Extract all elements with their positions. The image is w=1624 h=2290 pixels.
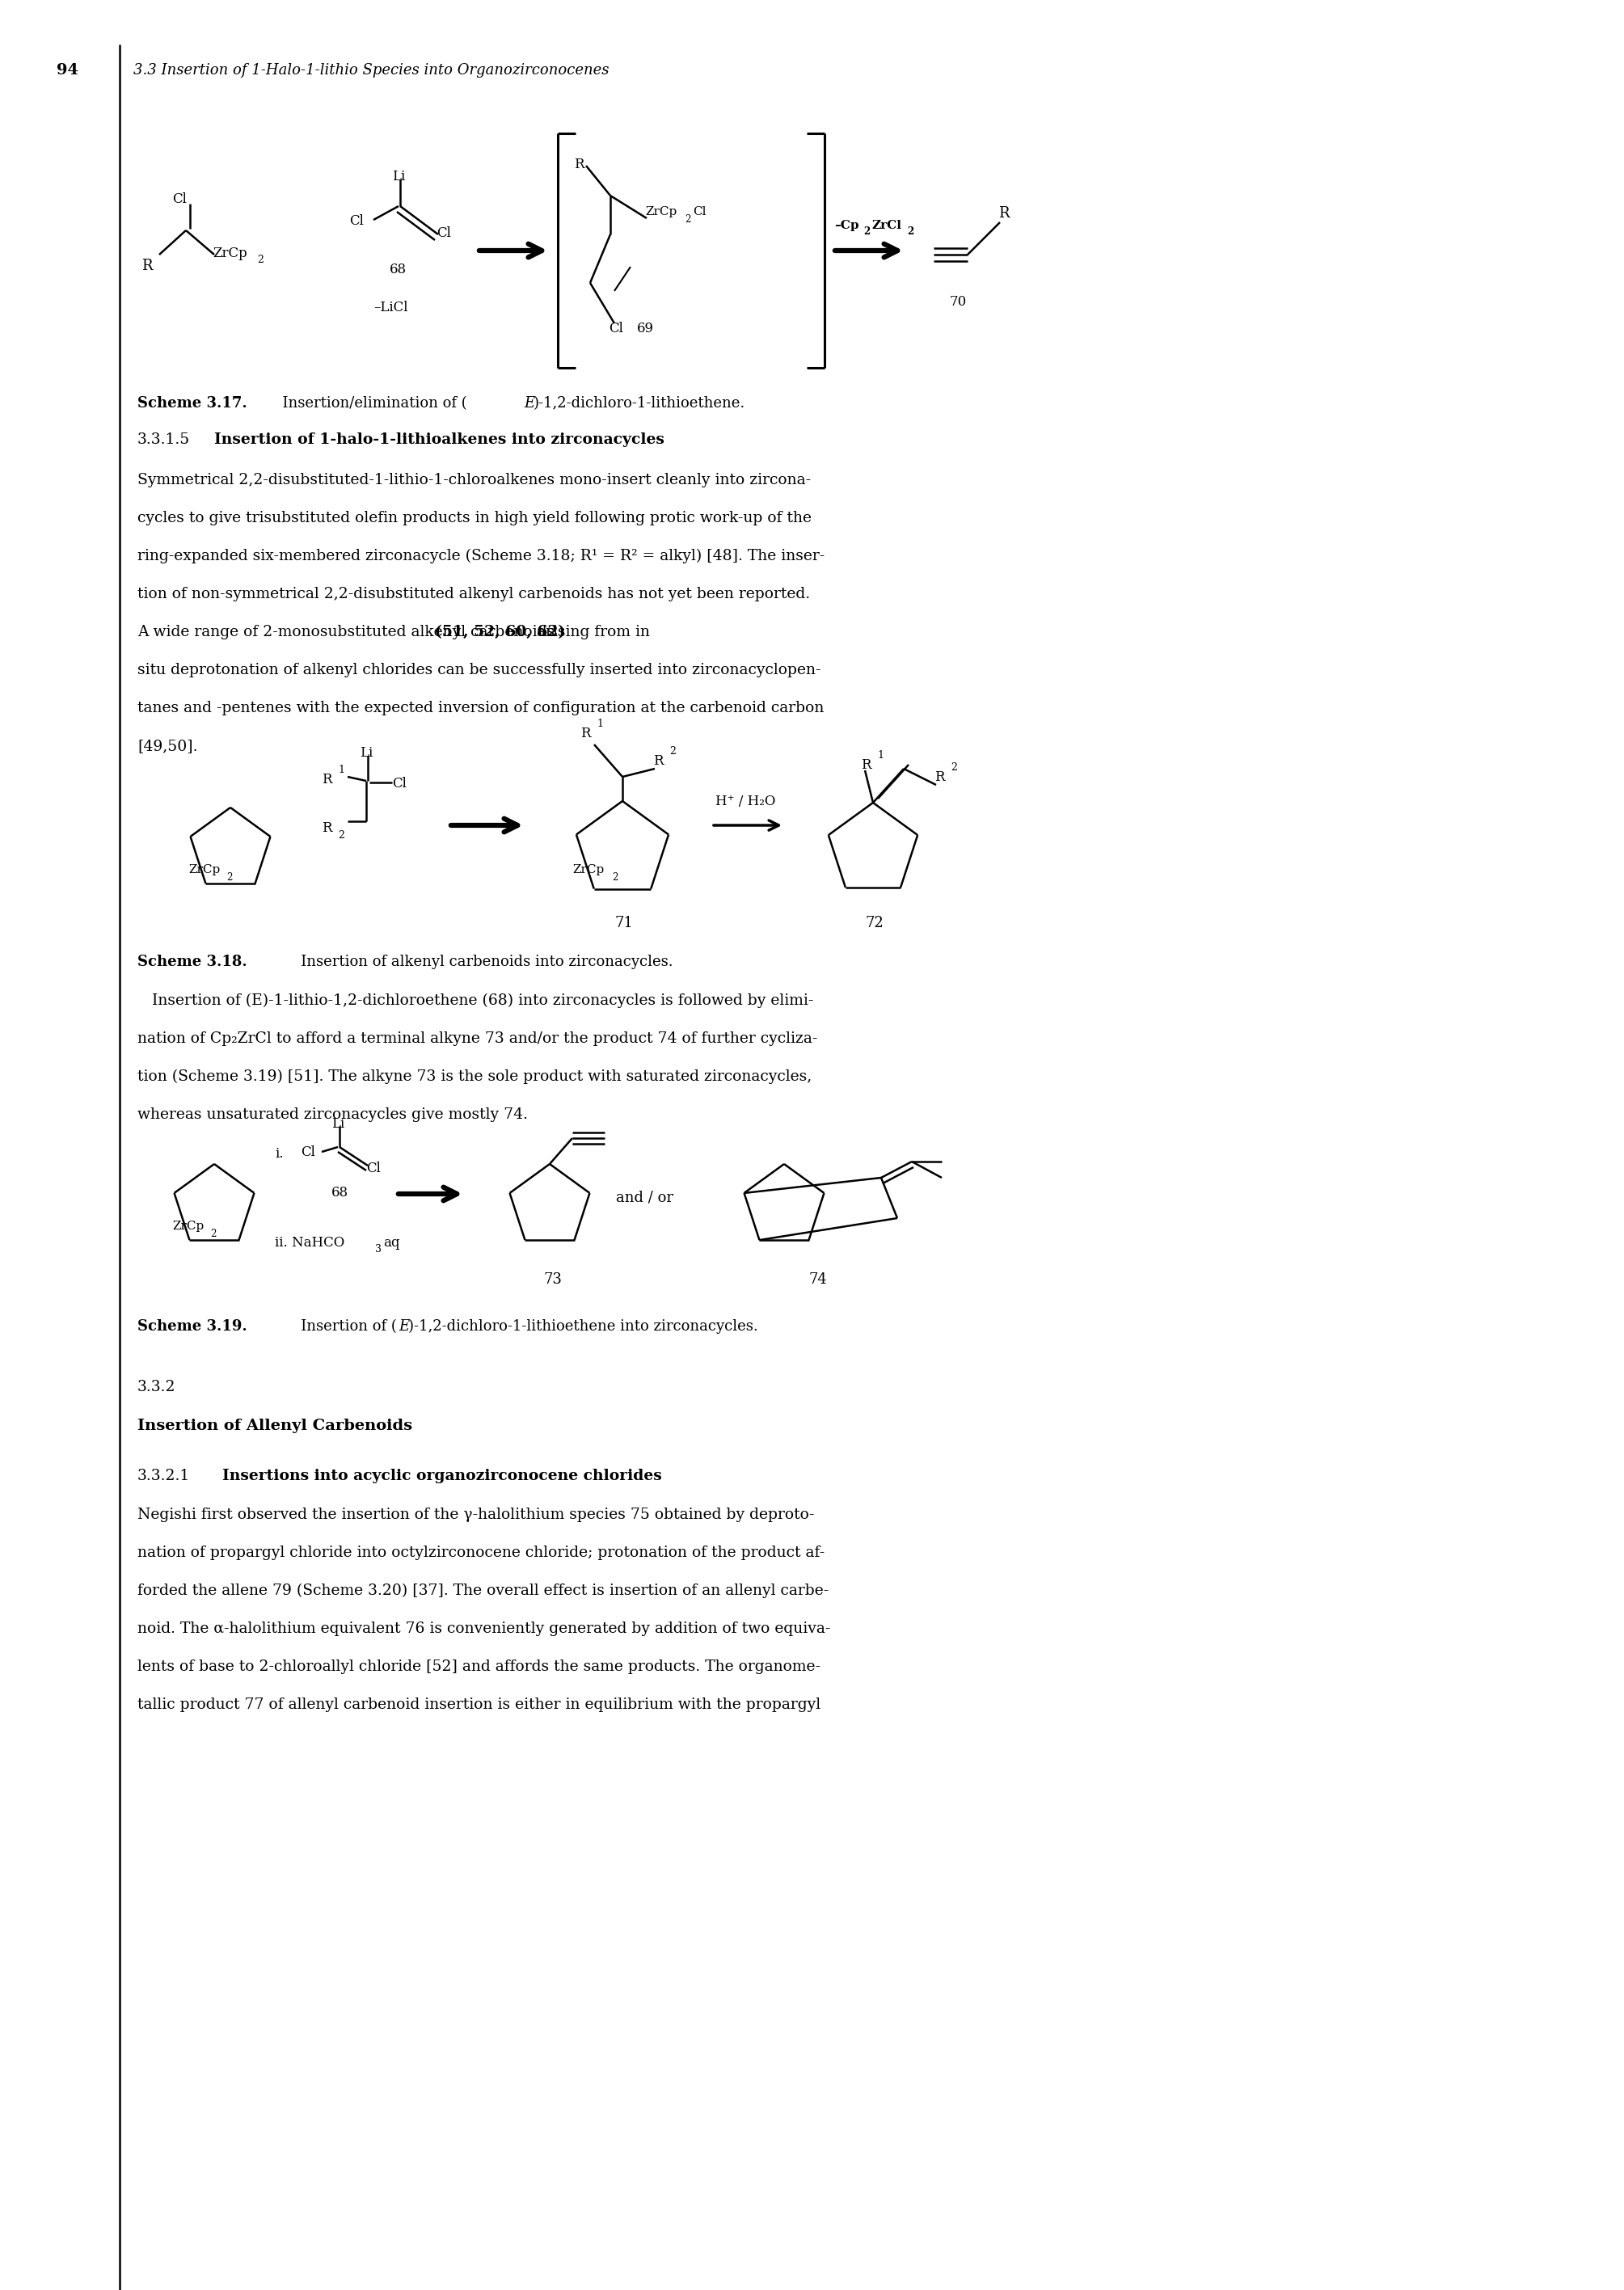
Text: Insertion of (E)-1-lithio-1,2-dichloroethene (68) into zirconacycles is followed: Insertion of (E)-1-lithio-1,2-dichloroet… bbox=[138, 994, 814, 1008]
Text: ring-expanded six-membered zirconacycle (Scheme 3.18; R¹ = R² = alkyl) [48]. The: ring-expanded six-membered zirconacycle … bbox=[138, 550, 825, 563]
Text: R: R bbox=[322, 822, 331, 836]
Text: 72: 72 bbox=[866, 916, 883, 930]
Text: 3: 3 bbox=[375, 1243, 382, 1255]
Text: i.: i. bbox=[274, 1147, 283, 1161]
Text: tanes and -pentenes with the expected inversion of configuration at the carbenoi: tanes and -pentenes with the expected in… bbox=[138, 701, 823, 714]
Text: R: R bbox=[322, 772, 331, 785]
Text: 2: 2 bbox=[612, 872, 617, 882]
Text: 70: 70 bbox=[950, 295, 966, 309]
Text: R: R bbox=[653, 753, 663, 767]
Text: ZrCp: ZrCp bbox=[645, 206, 677, 218]
Text: aq: aq bbox=[383, 1237, 400, 1250]
Text: ZrCp: ZrCp bbox=[188, 863, 221, 875]
Text: Scheme 3.19.: Scheme 3.19. bbox=[138, 1319, 247, 1333]
Text: R: R bbox=[999, 206, 1009, 220]
Text: )-1,2-dichloro-1-lithioethene.: )-1,2-dichloro-1-lithioethene. bbox=[534, 396, 745, 410]
Text: lents of base to 2-chloroallyl chloride [52] and affords the same products. The : lents of base to 2-chloroallyl chloride … bbox=[138, 1660, 820, 1674]
Text: 1: 1 bbox=[338, 765, 344, 776]
Text: 94: 94 bbox=[57, 64, 78, 78]
Text: Li: Li bbox=[361, 747, 374, 760]
Text: 1: 1 bbox=[877, 751, 883, 760]
Text: Li: Li bbox=[391, 169, 406, 183]
Text: E: E bbox=[525, 396, 534, 410]
Text: noid. The α-halolithium equivalent 76 is conveniently generated by addition of t: noid. The α-halolithium equivalent 76 is… bbox=[138, 1621, 830, 1635]
Text: Cl: Cl bbox=[437, 227, 451, 240]
Text: R: R bbox=[573, 158, 585, 172]
Text: Negishi first observed the insertion of the γ-halolithium species 75 obtained by: Negishi first observed the insertion of … bbox=[138, 1507, 814, 1523]
Text: Cl: Cl bbox=[349, 215, 364, 229]
Text: Cl: Cl bbox=[391, 776, 406, 790]
Text: Insertion of Allenyl Carbenoids: Insertion of Allenyl Carbenoids bbox=[138, 1418, 412, 1434]
Text: 2: 2 bbox=[950, 763, 957, 772]
Text: 73: 73 bbox=[542, 1273, 562, 1287]
Text: whereas unsaturated zirconacycles give mostly 74.: whereas unsaturated zirconacycles give m… bbox=[138, 1108, 528, 1122]
Text: 3.3.1.5: 3.3.1.5 bbox=[138, 433, 190, 447]
Text: R: R bbox=[934, 769, 945, 783]
Text: Scheme 3.17.: Scheme 3.17. bbox=[138, 396, 247, 410]
Text: arising from in: arising from in bbox=[533, 625, 650, 639]
Text: 2: 2 bbox=[669, 747, 676, 756]
Text: Cl: Cl bbox=[172, 192, 187, 206]
Text: Li: Li bbox=[331, 1118, 344, 1131]
Text: 3.3.2.1: 3.3.2.1 bbox=[138, 1468, 190, 1484]
Text: situ deprotonation of alkenyl chlorides can be successfully inserted into zircon: situ deprotonation of alkenyl chlorides … bbox=[138, 662, 820, 678]
Text: Insertion of 1-halo-1-lithioalkenes into zirconacycles: Insertion of 1-halo-1-lithioalkenes into… bbox=[203, 433, 664, 447]
Text: Cl: Cl bbox=[693, 206, 706, 218]
Text: 69: 69 bbox=[637, 321, 654, 334]
Text: ZrCp: ZrCp bbox=[172, 1221, 205, 1232]
Text: 68: 68 bbox=[390, 263, 406, 277]
Text: Insertions into acyclic organozirconocene chlorides: Insertions into acyclic organozirconocen… bbox=[211, 1468, 663, 1484]
Text: Insertion of (: Insertion of ( bbox=[287, 1319, 396, 1333]
Text: E: E bbox=[398, 1319, 409, 1333]
Text: 2: 2 bbox=[338, 831, 344, 840]
Text: 2: 2 bbox=[685, 215, 690, 224]
Text: tion (Scheme 3.19) [51]. The alkyne 73 is the sole product with saturated zircon: tion (Scheme 3.19) [51]. The alkyne 73 i… bbox=[138, 1069, 812, 1083]
Text: Cl: Cl bbox=[365, 1161, 380, 1175]
Text: ZrCl: ZrCl bbox=[872, 220, 901, 231]
Text: Scheme 3.18.: Scheme 3.18. bbox=[138, 955, 247, 969]
Text: (51, 52, 60, 62): (51, 52, 60, 62) bbox=[435, 625, 565, 639]
Text: forded the allene 79 (Scheme 3.20) [37]. The overall effect is insertion of an a: forded the allene 79 (Scheme 3.20) [37].… bbox=[138, 1582, 828, 1598]
Text: R: R bbox=[861, 758, 870, 772]
Text: R: R bbox=[580, 726, 591, 740]
Text: Insertion/elimination of (: Insertion/elimination of ( bbox=[273, 396, 468, 410]
Text: 3.3.2: 3.3.2 bbox=[138, 1381, 175, 1395]
Text: –LiCl: –LiCl bbox=[374, 300, 408, 314]
Text: Cl: Cl bbox=[609, 321, 624, 334]
Text: 74: 74 bbox=[809, 1273, 827, 1287]
Text: 2: 2 bbox=[864, 227, 870, 236]
Text: 68: 68 bbox=[331, 1186, 349, 1200]
Text: 2: 2 bbox=[209, 1230, 216, 1239]
Text: –Cp: –Cp bbox=[835, 220, 859, 231]
Text: ii. NaHCO: ii. NaHCO bbox=[274, 1237, 344, 1250]
Text: Symmetrical 2,2-disubstituted-1-lithio-1-chloroalkenes mono-insert cleanly into : Symmetrical 2,2-disubstituted-1-lithio-1… bbox=[138, 472, 810, 488]
Text: [49,50].: [49,50]. bbox=[138, 740, 198, 753]
Text: 2: 2 bbox=[906, 227, 914, 236]
Text: Cl: Cl bbox=[300, 1145, 315, 1159]
Text: 2: 2 bbox=[226, 872, 232, 882]
Text: 3.3 Insertion of 1-Halo-1-lithio Species into Organozirconocenes: 3.3 Insertion of 1-Halo-1-lithio Species… bbox=[133, 64, 609, 78]
Text: cycles to give trisubstituted olefin products in high yield following protic wor: cycles to give trisubstituted olefin pro… bbox=[138, 511, 812, 524]
Text: and / or: and / or bbox=[615, 1191, 674, 1205]
Text: A wide range of 2-monosubstituted alkenyl carbenoids: A wide range of 2-monosubstituted alkeny… bbox=[138, 625, 560, 639]
Text: Insertion of alkenyl carbenoids into zirconacycles.: Insertion of alkenyl carbenoids into zir… bbox=[287, 955, 672, 969]
Text: R: R bbox=[141, 259, 153, 273]
Text: H⁺ / H₂O: H⁺ / H₂O bbox=[716, 795, 776, 808]
Text: tallic product 77 of allenyl carbenoid insertion is either in equilibrium with t: tallic product 77 of allenyl carbenoid i… bbox=[138, 1697, 820, 1713]
Text: 71: 71 bbox=[614, 916, 633, 930]
Text: ZrCp: ZrCp bbox=[572, 863, 604, 875]
Text: ZrCp: ZrCp bbox=[213, 247, 247, 261]
Text: nation of Cp₂ZrCl to afford a terminal alkyne 73 and/or the product 74 of furthe: nation of Cp₂ZrCl to afford a terminal a… bbox=[138, 1030, 817, 1047]
Text: tion of non-symmetrical 2,2-disubstituted alkenyl carbenoids has not yet been re: tion of non-symmetrical 2,2-disubstitute… bbox=[138, 586, 810, 602]
Text: )-1,2-dichloro-1-lithioethene into zirconacycles.: )-1,2-dichloro-1-lithioethene into zirco… bbox=[408, 1319, 758, 1335]
Text: nation of propargyl chloride into octylzirconocene chloride; protonation of the : nation of propargyl chloride into octylz… bbox=[138, 1546, 825, 1559]
Text: 1: 1 bbox=[596, 719, 603, 728]
Text: 2: 2 bbox=[257, 254, 263, 266]
